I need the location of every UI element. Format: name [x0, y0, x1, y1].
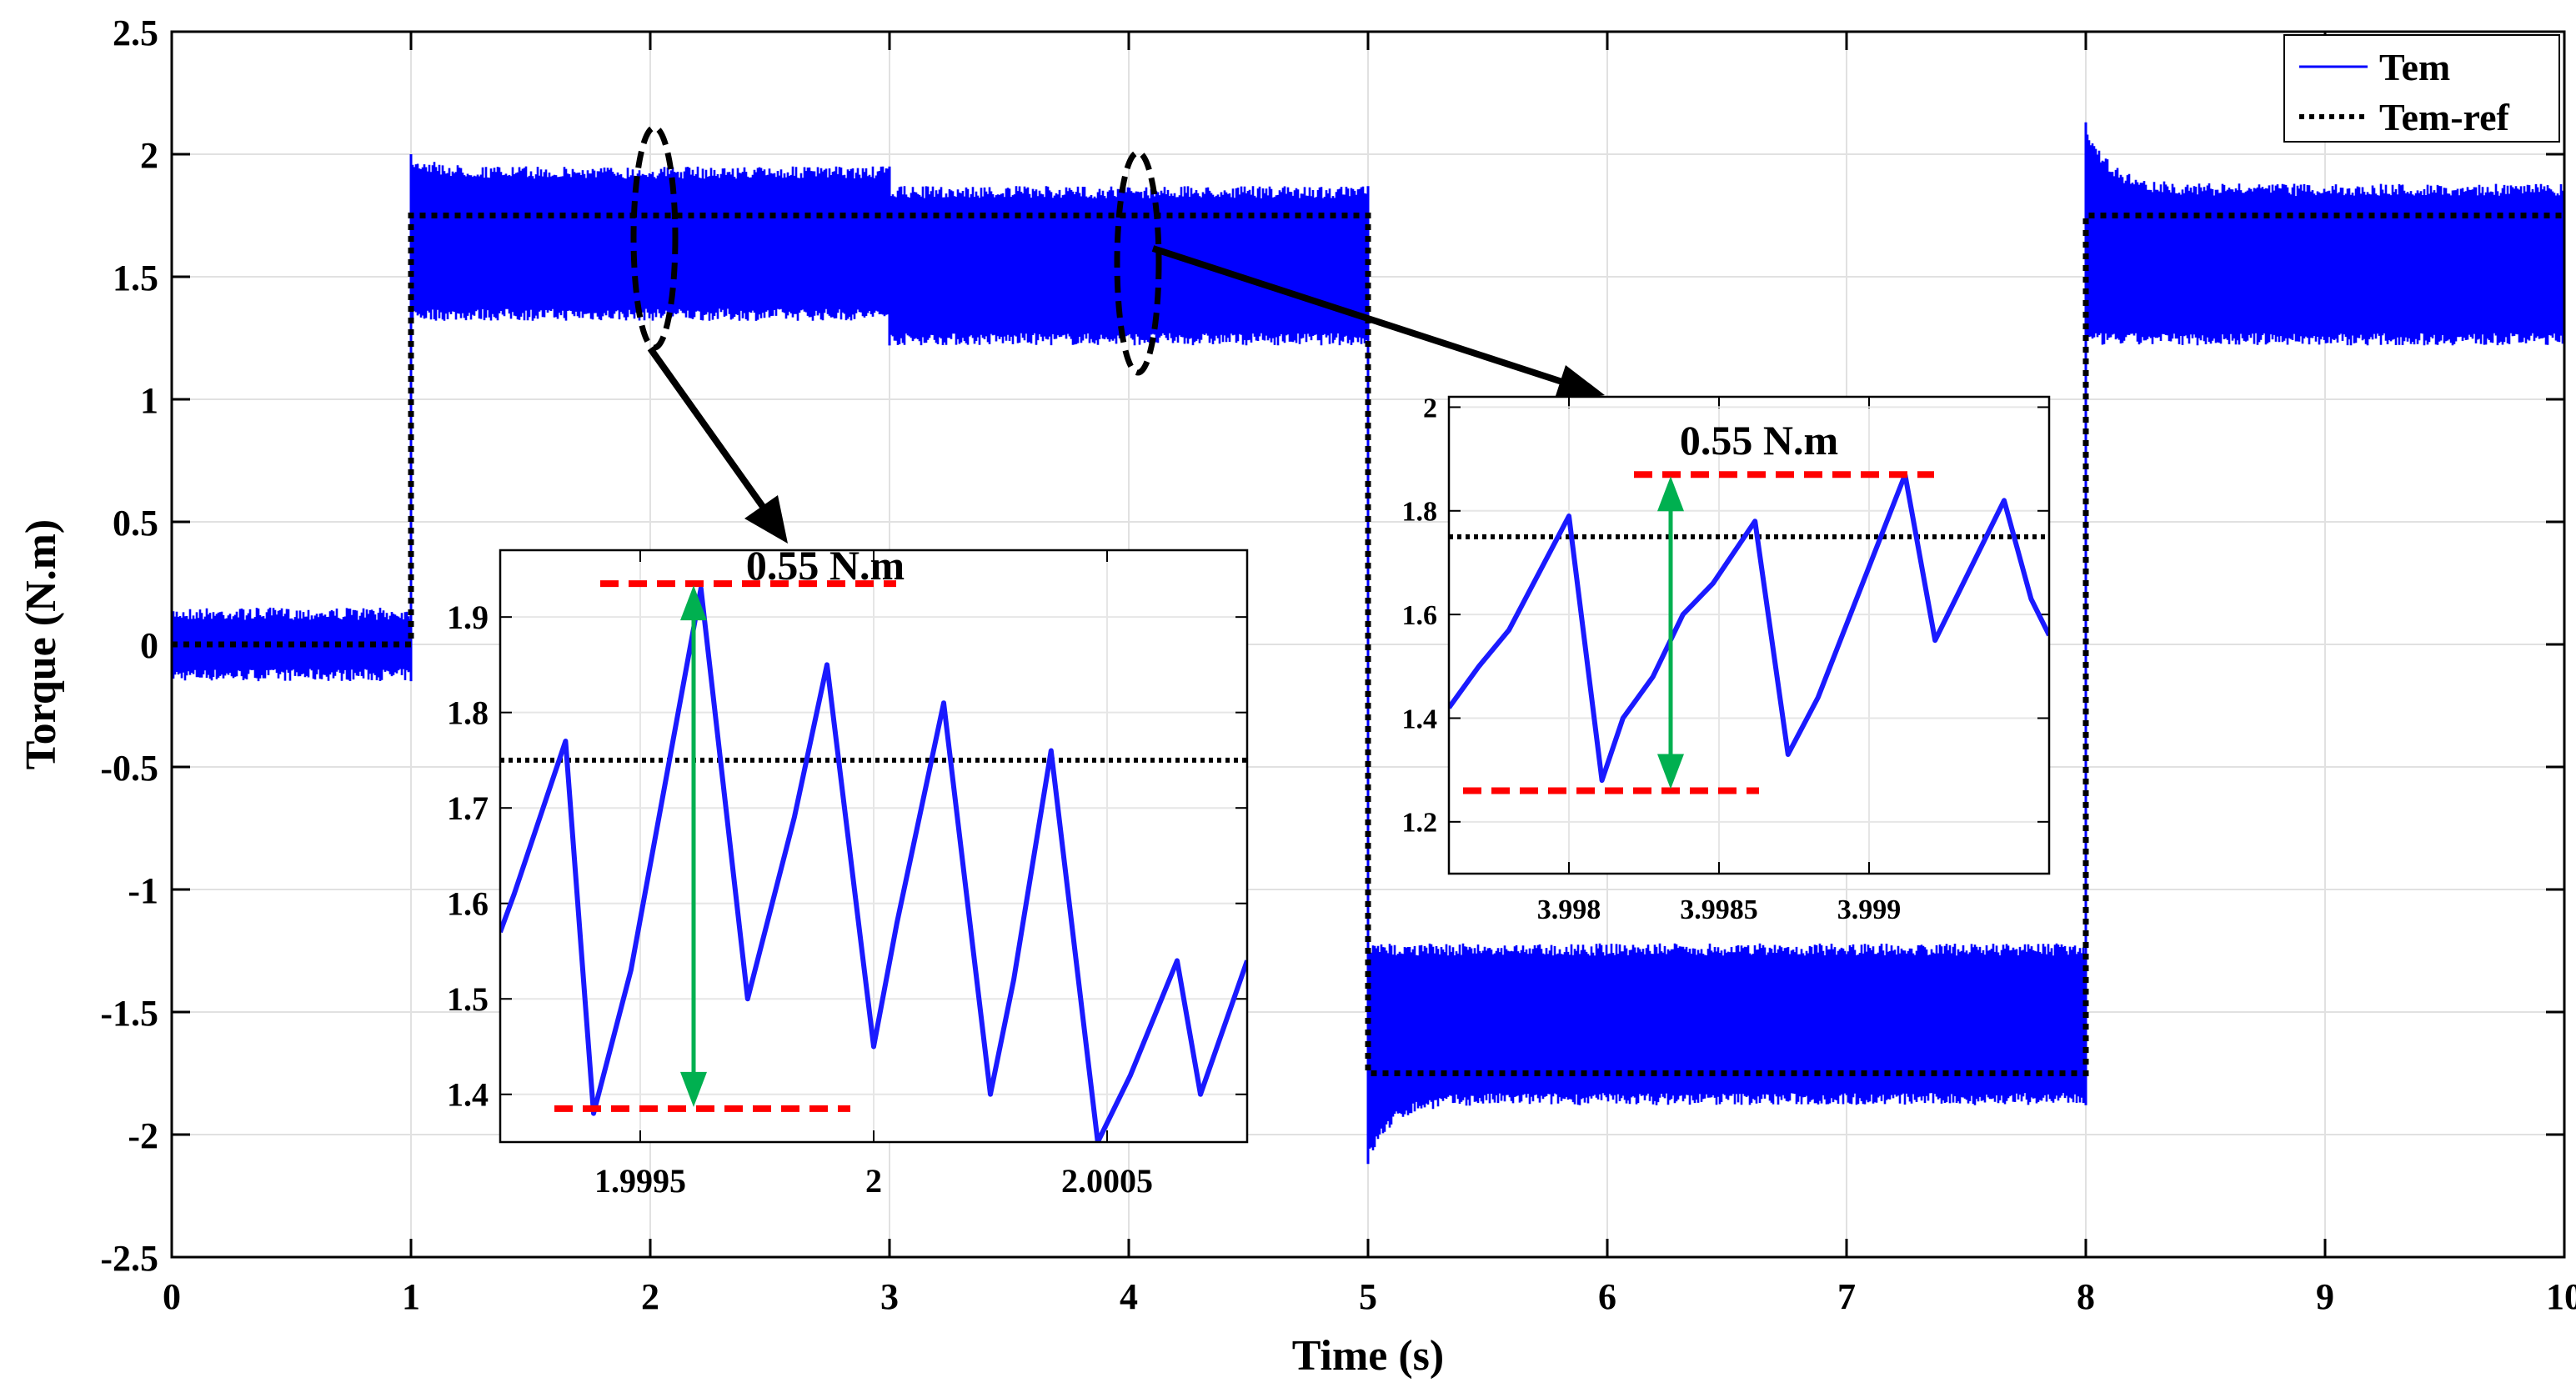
inset-y-tick-label: 1.8 [1402, 497, 1438, 528]
x-tick-label: 6 [1598, 1276, 1616, 1317]
zoom-ellipse-2s [630, 124, 679, 351]
x-tick-label: 9 [2316, 1276, 2334, 1317]
y-tick-label: -1 [128, 870, 158, 911]
zoom-ellipse-4s [1114, 149, 1162, 376]
inset-zoom-2s: 1.9995 2 2.0005 1.4 1.5 1.6 1.7 1.8 1.9 0.55 N.m [447, 542, 1249, 1200]
x-tick-label: 1 [402, 1276, 420, 1317]
y-tick-label: 2.5 [113, 13, 158, 53]
legend-tem-ref-label: Tem-ref [2379, 96, 2510, 138]
main-tick-labels: 0 1 2 3 4 5 6 7 8 9 10 -2.5 -2 -1.5 -1 -0.5 0 0.5 1 1.5 2 2.5 [100, 13, 2576, 1317]
main-axes-box [170, 30, 2566, 1259]
zoom-markers [630, 124, 1605, 544]
inset-axes-box [499, 549, 1249, 1144]
inset-y-tick-label: 1.6 [1402, 600, 1438, 631]
y-tick-label: 1 [140, 380, 158, 421]
ripple-span-arrow-head-bottom [1657, 754, 1684, 789]
ripple-span-arrow-head-top [680, 585, 707, 621]
inset-axes-box [1447, 395, 2051, 875]
tem-ripple-segment [888, 186, 1370, 346]
zoom-arrow-2-head [1553, 365, 1605, 403]
inset-plot-content [1449, 472, 2049, 784]
x-tick-label: 3 [880, 1276, 899, 1317]
zoom-arrow-1-head [744, 495, 788, 544]
tem-ripple-segment [409, 157, 891, 321]
y-tick-label: -2.5 [100, 1238, 158, 1279]
ripple-annotation: 0.55 N.m [1680, 417, 1838, 463]
x-axis-label: Time (s) [1292, 1332, 1444, 1380]
inset-y-tick-label: 1.9 [447, 599, 489, 636]
legend-box [2283, 34, 2560, 143]
y-tick-label: 0 [140, 625, 158, 666]
inset-y-tick-label: 1.8 [447, 694, 489, 732]
zoom-arrow-1-shaft [647, 346, 769, 513]
x-tick-label: 4 [1120, 1276, 1138, 1317]
inset-y-tick-label: 1.7 [447, 789, 489, 827]
x-tick-label: 7 [1837, 1276, 1856, 1317]
inset-y-tick-label: 1.2 [1402, 808, 1438, 839]
inset-y-tick-label: 1.4 [1402, 704, 1438, 734]
tem-ref-line [172, 213, 2564, 1076]
y-tick-label: 0.5 [113, 503, 158, 544]
inset-x-tick-label: 1.9995 [594, 1162, 686, 1200]
y-tick-label: 1.5 [113, 258, 158, 298]
inset-x-tick-label: 2 [865, 1162, 882, 1200]
inset-background [1449, 397, 2049, 874]
inset-zoom-4s: 3.998 3.9985 3.999 1.2 1.4 1.6 1.8 2 0.55 N.m [1402, 393, 2051, 925]
inset-tem-line [1449, 472, 2049, 784]
legend-tem-label: Tem [2379, 46, 2450, 88]
x-tick-label: 10 [2546, 1276, 2576, 1317]
inset-y-tick-label: 1.6 [447, 885, 489, 923]
x-tick-label: 2 [641, 1276, 659, 1317]
inset-x-tick-label: 2.0005 [1061, 1162, 1153, 1200]
ripple-span-arrow-head-top [1657, 476, 1684, 512]
inset-x-tick-label: 3.999 [1837, 894, 1902, 925]
zoom-arrow-2-shaft [1151, 245, 1569, 387]
x-tick-label: 0 [163, 1276, 181, 1317]
inset-x-tick-label: 3.9985 [1680, 894, 1758, 925]
y-axis-label: Torque (N.m) [18, 519, 65, 769]
inset-tem-line [500, 585, 1247, 1142]
ripple-annotation: 0.55 N.m [746, 542, 905, 589]
inset-y-tick-label: 2 [1423, 393, 1437, 423]
x-tick-label: 8 [2077, 1276, 2095, 1317]
inset-x-tick-label: 3.998 [1537, 894, 1601, 925]
y-tick-label: -0.5 [100, 748, 158, 789]
y-tick-label: -2 [128, 1115, 158, 1156]
inset-y-tick-label: 1.4 [447, 1076, 489, 1114]
inset-y-tick-label: 1.5 [447, 980, 489, 1018]
y-tick-label: -1.5 [100, 993, 158, 1034]
y-tick-label: 2 [140, 135, 158, 176]
ripple-span-arrow-head-bottom [680, 1071, 707, 1107]
legend: Tem Tem-ref [2283, 34, 2560, 143]
inset-plot-content [500, 585, 1247, 1142]
x-tick-label: 5 [1359, 1276, 1377, 1317]
main-series [172, 122, 2564, 1165]
